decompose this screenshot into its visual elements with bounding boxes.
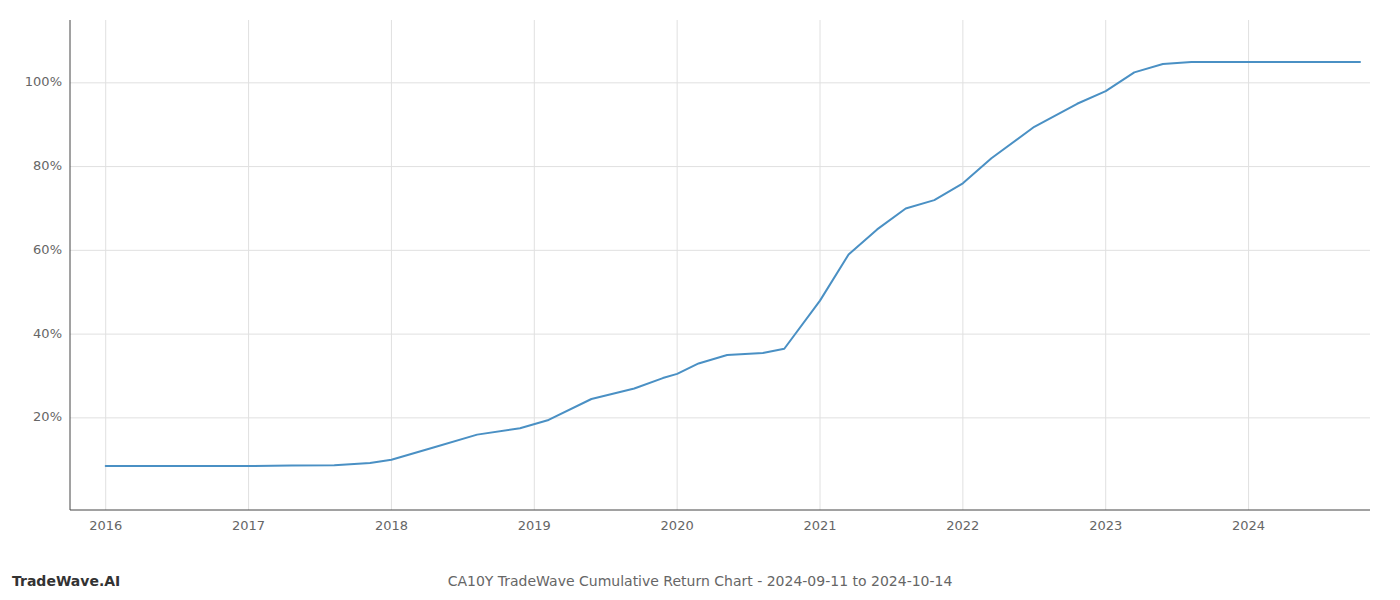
- x-grid-line: [391, 20, 392, 510]
- x-tick-label: 2021: [803, 518, 836, 533]
- x-axis-line: [70, 510, 1370, 511]
- line: [106, 62, 1360, 466]
- watermark: TradeWave.AI: [12, 573, 120, 589]
- tick-labels: 20% 40% 60% 80% 100% 2016 2017 2018 2019 2020 2021…: [25, 74, 1265, 533]
- x-tick-label: 2020: [661, 518, 694, 533]
- x-grid-line: [1248, 20, 1249, 510]
- x-tick-label: 2019: [518, 518, 551, 533]
- x-grid-line: [677, 20, 678, 510]
- x-tick-label: 2017: [232, 518, 265, 533]
- y-grid-line: [70, 82, 1370, 83]
- x-grid-line: [1105, 20, 1106, 510]
- x-tick-label: 2022: [946, 518, 979, 533]
- y-axis-line: [70, 20, 71, 510]
- y-tick-label: 60%: [33, 242, 62, 257]
- series-group: [106, 62, 1360, 466]
- y-grid-line: [70, 166, 1370, 167]
- x-tick-label: 2018: [375, 518, 408, 533]
- x-tick-label: 2024: [1232, 518, 1265, 533]
- x-grid-line: [820, 20, 821, 510]
- x-grid-line: [962, 20, 963, 510]
- title: CA10Y TradeWave Cumulative Return Chart …: [448, 573, 953, 589]
- x-grid-line: [105, 20, 106, 510]
- chart: 20% 40% 60% 80% 100% 2016 2017 2018 2019 2020 2021…: [0, 0, 1400, 600]
- y-grid-line: [70, 334, 1370, 335]
- x-tick-label: 2016: [89, 518, 122, 533]
- y-grid-line: [70, 250, 1370, 251]
- grid: [70, 20, 1370, 510]
- y-tick-label: 20%: [33, 409, 62, 424]
- y-grid-line: [70, 417, 1370, 418]
- y-tick-label: 40%: [33, 326, 62, 341]
- x-grid-line: [248, 20, 249, 510]
- x-grid-line: [534, 20, 535, 510]
- y-tick-label: 80%: [33, 158, 62, 173]
- x-tick-label: 2023: [1089, 518, 1122, 533]
- y-tick-label: 100%: [25, 74, 62, 89]
